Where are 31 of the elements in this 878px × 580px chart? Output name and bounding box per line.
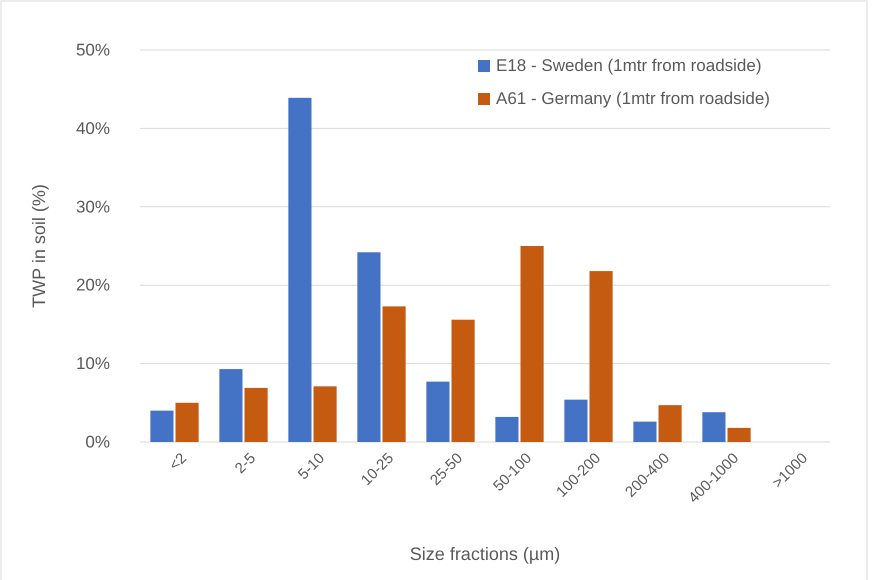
x-tick-label: 5-10 [294,450,328,484]
bar [219,369,242,442]
bar [564,400,588,442]
bar [633,422,656,442]
bar [288,98,312,442]
legend-label: E18 - Sweden (1mtr from roadside) [496,56,762,75]
bar [728,428,751,442]
bar [314,386,337,442]
y-tick-label: 20% [76,276,110,295]
y-tick-label: 10% [76,354,110,374]
bar [382,306,406,442]
x-tick-label: <2 [166,450,190,474]
y-tick-label: 50% [76,40,110,60]
bar [244,388,268,442]
x-axis-title: Size fractions (µm) [410,544,560,564]
y-tick-label: 0% [85,432,110,452]
bar [150,410,174,442]
bar [495,416,518,442]
bar [520,246,544,442]
x-tick-label: 2-5 [232,450,260,478]
bar [357,252,380,442]
legend-label: A61 - Germany (1mtr from roadside) [496,89,770,108]
y-axis-title: TWP in soil (%) [29,184,49,308]
bar [658,405,682,442]
bar [426,382,450,442]
bar [452,320,475,442]
bar [176,402,199,442]
bar [590,271,613,442]
y-tick-label: 30% [76,197,110,216]
y-tick-label: 40% [76,118,110,138]
bar [702,412,726,442]
